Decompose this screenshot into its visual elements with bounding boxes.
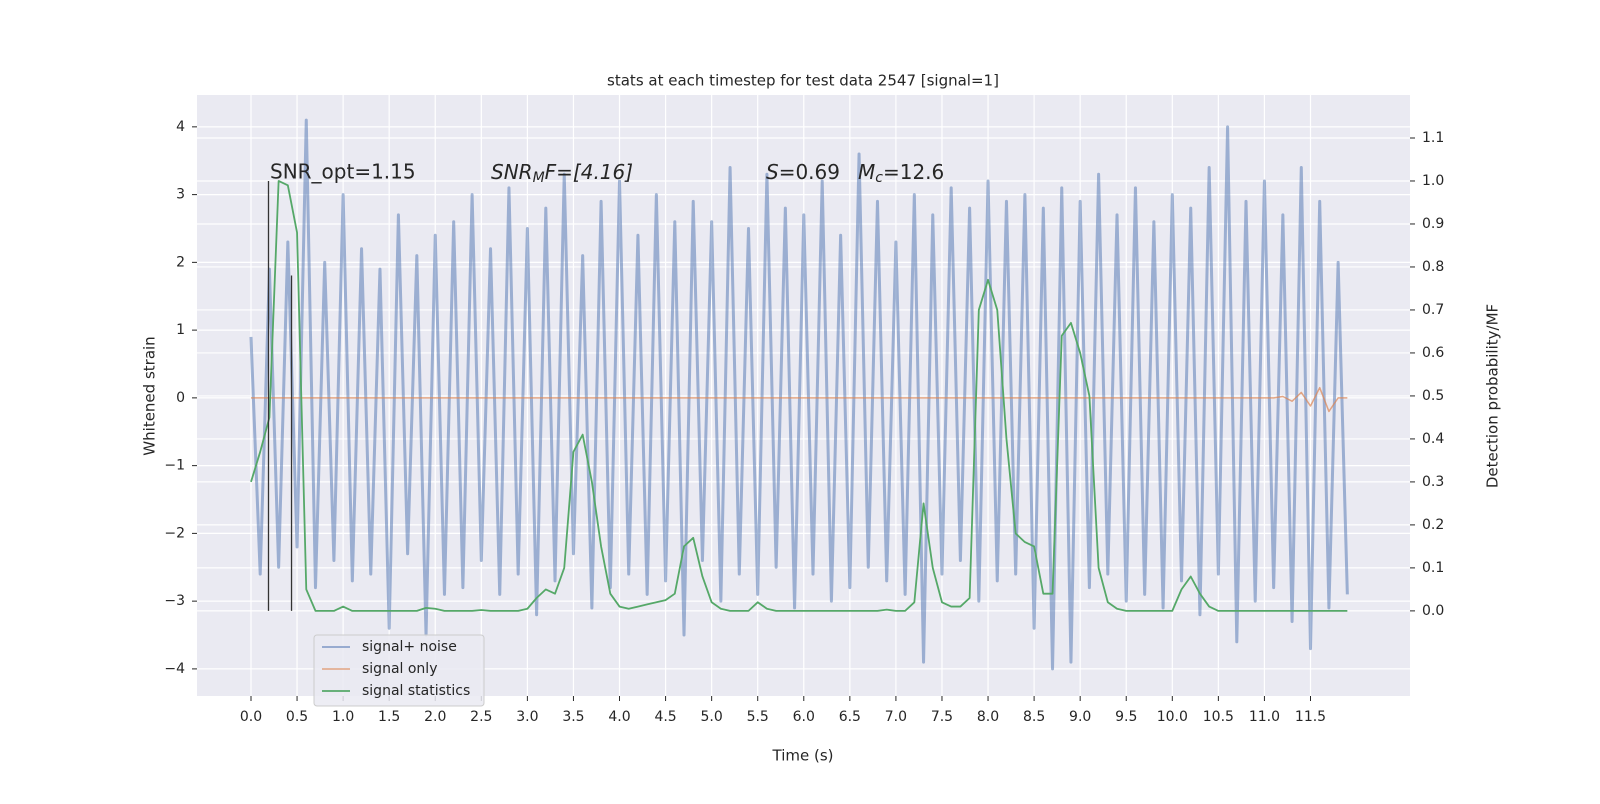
x-tick-label: 7.0	[885, 709, 907, 725]
x-tick-label: 0.0	[240, 709, 262, 725]
marks	[249, 118, 1349, 671]
y2-tick-label: 1.0	[1422, 173, 1444, 189]
annotation-part: =0.69	[779, 160, 840, 184]
chart-title: stats at each timestep for test data 254…	[607, 72, 999, 90]
legend: signal+ noise signal only signal statistic…	[313, 634, 485, 707]
y-tick-label: 4	[176, 119, 185, 135]
x-tick-label: 5.0	[701, 709, 723, 725]
y-tick-label: 1	[176, 322, 185, 338]
x-tick-label: 10.5	[1203, 709, 1234, 725]
legend-label: signal statistics	[362, 683, 470, 699]
y2-tick-label: 0.2	[1422, 517, 1444, 533]
legend-label: signal only	[362, 661, 437, 677]
x-tick-label: 5.5	[747, 709, 769, 725]
x-tick-label: 7.5	[931, 709, 953, 725]
y-tick-label: −4	[164, 661, 185, 677]
x-tick-label: 9.0	[1069, 709, 1091, 725]
x-tick-label: 0.5	[286, 709, 308, 725]
y-tick-label: −1	[164, 458, 185, 474]
x-tick-label: 11.5	[1295, 709, 1326, 725]
y2-tick-label: 0.9	[1422, 216, 1444, 232]
annotation-part: M	[858, 160, 875, 184]
y2-tick-label: 0.8	[1422, 259, 1444, 275]
x-tick-label: 1.0	[332, 709, 354, 725]
x-tick-label: 2.5	[470, 709, 492, 725]
y2-tick-label: 0.3	[1422, 474, 1444, 490]
x-tick-label: 4.0	[608, 709, 630, 725]
y2-tick-label: 1.1	[1422, 130, 1444, 146]
y-tick-label: 3	[176, 187, 185, 203]
x-tick-label: 6.5	[839, 709, 861, 725]
annotation-part: S	[766, 160, 779, 184]
x-tick-label: 8.5	[1023, 709, 1045, 725]
annotation-part: F=[4.16]	[545, 160, 633, 184]
x-tick-label: 11.0	[1249, 709, 1280, 725]
annotation-part: =12.6	[883, 160, 944, 184]
series-line	[250, 386, 1348, 413]
y-tick-label: −3	[164, 593, 185, 609]
x-axis-label: Time (s)	[772, 747, 834, 765]
y2-tick-label: 0.6	[1422, 345, 1444, 361]
annotation: S=0.69 Mc=12.6	[766, 160, 944, 187]
y-axis-label: Whitened strain	[141, 336, 159, 455]
series-line	[250, 180, 1348, 612]
y2-axis-label: Detection probability/MF	[1484, 304, 1502, 488]
legend-box	[313, 634, 485, 707]
x-tick-label: 1.5	[378, 709, 400, 725]
x-tick-label: 10.0	[1157, 709, 1188, 725]
x-tick-label: 4.5	[654, 709, 676, 725]
annotation-part: SNR	[491, 160, 533, 184]
x-tick-label: 6.0	[793, 709, 815, 725]
legend-label: signal+ noise	[362, 639, 457, 655]
y-tick-label: −2	[164, 525, 185, 541]
series-line	[249, 118, 1349, 671]
x-tick-label: 9.5	[1115, 709, 1137, 725]
y2-tick-label: 0.1	[1422, 560, 1444, 576]
annotation: SNRMF=[4.16]	[491, 160, 633, 187]
x-tick-label: 3.0	[516, 709, 538, 725]
x-tick-label: 3.5	[562, 709, 584, 725]
annotation: SNR_opt=1.15	[270, 160, 416, 184]
annotation-part: c	[875, 170, 883, 186]
y-tick-label: 2	[176, 254, 185, 270]
y2-tick-label: 0.4	[1422, 431, 1444, 447]
annotation-part: M	[533, 170, 545, 186]
y-tick-label: 0	[176, 390, 185, 406]
x-tick-label: 2.0	[424, 709, 446, 725]
x-tick-label: 8.0	[977, 709, 999, 725]
y2-tick-label: 0.0	[1422, 603, 1444, 619]
y2-tick-label: 0.7	[1422, 302, 1444, 318]
y2-tick-label: 0.5	[1422, 388, 1444, 404]
